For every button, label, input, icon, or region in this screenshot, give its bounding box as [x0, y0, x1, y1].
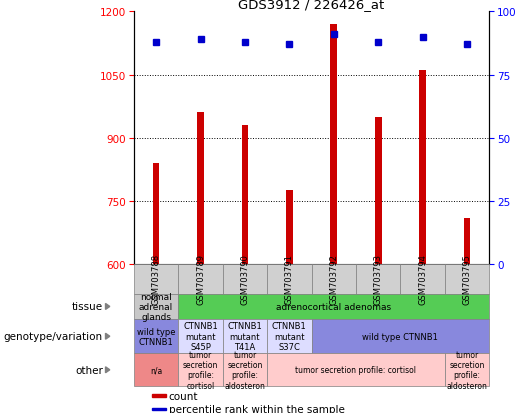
Text: genotype/variation: genotype/variation	[4, 332, 103, 342]
Bar	[152, 408, 166, 410]
Text: CTNNB1
mutant
S45P: CTNNB1 mutant S45P	[183, 322, 218, 351]
Bar	[286, 191, 293, 264]
Bar	[153, 164, 160, 264]
Text: tissue: tissue	[72, 302, 103, 312]
Bar	[356, 264, 400, 294]
Bar	[178, 294, 489, 319]
Text: count: count	[169, 391, 198, 401]
Bar	[178, 319, 222, 354]
Text: GSM703794: GSM703794	[418, 254, 427, 304]
Text: GSM703795: GSM703795	[462, 254, 472, 304]
Bar	[375, 117, 382, 264]
Bar	[267, 264, 312, 294]
Bar	[178, 354, 222, 386]
Text: GSM703793: GSM703793	[374, 254, 383, 305]
Text: wild type
CTNNB1: wild type CTNNB1	[137, 327, 176, 346]
Bar	[134, 294, 178, 319]
Text: GSM703788: GSM703788	[151, 254, 161, 305]
Text: tumor
secretion
profile:
aldosteron: tumor secretion profile: aldosteron	[447, 350, 488, 390]
Bar	[464, 218, 470, 264]
Bar	[267, 319, 312, 354]
Text: GSM703792: GSM703792	[329, 254, 338, 304]
Bar	[242, 126, 248, 264]
Bar	[178, 264, 222, 294]
Text: tumor
secretion
profile:
aldosteron: tumor secretion profile: aldosteron	[225, 350, 265, 390]
Polygon shape	[106, 367, 110, 373]
Text: other: other	[75, 365, 103, 375]
Polygon shape	[106, 333, 110, 339]
Text: GSM703791: GSM703791	[285, 254, 294, 304]
Bar	[134, 354, 178, 386]
Text: wild type CTNNB1: wild type CTNNB1	[363, 332, 438, 341]
Bar	[445, 264, 489, 294]
Text: tumor secretion profile: cortisol: tumor secretion profile: cortisol	[296, 366, 417, 374]
Text: GSM703790: GSM703790	[241, 254, 249, 304]
Bar	[267, 354, 445, 386]
Title: GDS3912 / 226426_at: GDS3912 / 226426_at	[238, 0, 385, 11]
Text: CTNNB1
mutant
S37C: CTNNB1 mutant S37C	[272, 322, 307, 351]
Bar	[445, 354, 489, 386]
Polygon shape	[106, 304, 110, 310]
Text: GSM703789: GSM703789	[196, 254, 205, 305]
Bar	[419, 71, 426, 264]
Bar	[331, 25, 337, 264]
Bar	[197, 113, 204, 264]
Text: normal
adrenal
glands: normal adrenal glands	[139, 292, 173, 322]
Text: adrenocortical adenomas: adrenocortical adenomas	[276, 302, 391, 311]
Text: n/a: n/a	[150, 366, 162, 374]
Bar	[222, 319, 267, 354]
Bar	[152, 394, 166, 396]
Text: percentile rank within the sample: percentile rank within the sample	[169, 404, 345, 413]
Bar	[312, 264, 356, 294]
Bar	[222, 354, 267, 386]
Bar	[134, 264, 178, 294]
Bar	[312, 319, 489, 354]
Text: CTNNB1
mutant
T41A: CTNNB1 mutant T41A	[228, 322, 262, 351]
Bar	[134, 319, 178, 354]
Bar	[222, 264, 267, 294]
Bar	[401, 264, 445, 294]
Text: tumor
secretion
profile:
cortisol: tumor secretion profile: cortisol	[183, 350, 218, 390]
